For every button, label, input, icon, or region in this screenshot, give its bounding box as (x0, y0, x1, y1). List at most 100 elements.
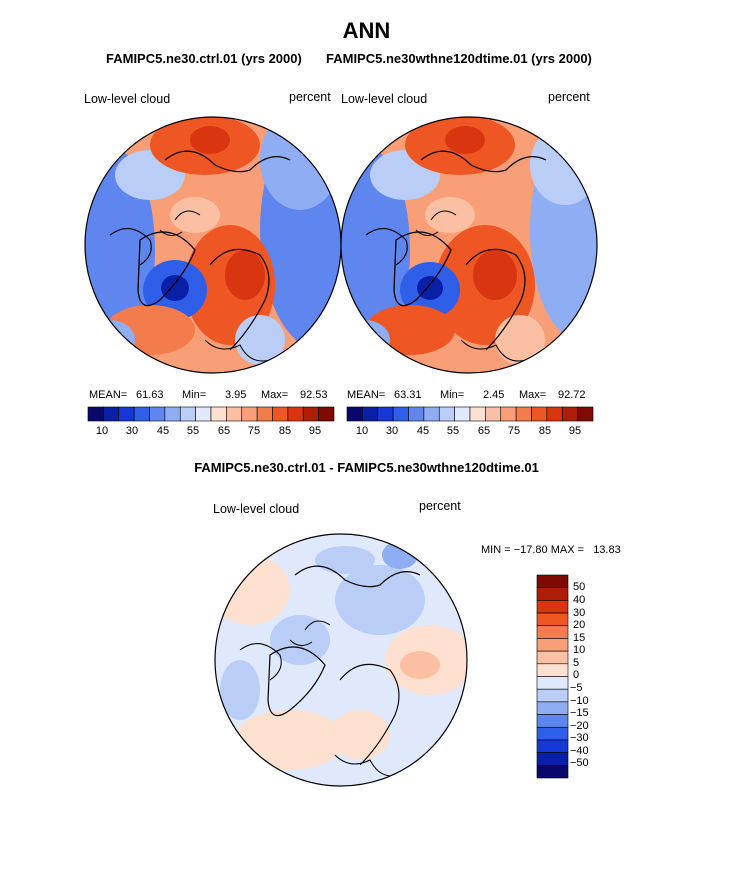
panel1-colorbar-swatch (272, 406, 289, 422)
panel2-colorbar-tick: 45 (416, 425, 430, 437)
panel1-colorbar-swatch (302, 406, 319, 422)
panel1-colorbar-swatch (256, 406, 273, 422)
panel1-mean-label: MEAN= (89, 389, 128, 401)
panel1-units-label: percent (289, 90, 331, 104)
panel2-colorbar-tick: 95 (568, 425, 582, 437)
panel2-min-label: Min= (440, 389, 465, 401)
panel1-map (85, 117, 341, 373)
panel1-colorbar-swatch (149, 406, 166, 422)
panel2-mean-value: 63.31 (394, 389, 422, 401)
panel2-colorbar-swatch (362, 406, 379, 422)
diff-colorbar-swatch (536, 676, 569, 690)
panel1-colorbar-swatch (195, 406, 212, 422)
diff-colorbar-tick: −15 (570, 707, 589, 719)
diff-colorbar (536, 574, 569, 779)
panel2-colorbar (346, 406, 594, 422)
panel1-colorbar-swatch (226, 406, 243, 422)
panel2-colorbar-tick: 10 (355, 425, 369, 437)
panel2-colorbar-swatch (500, 406, 517, 422)
diff-colorbar-tick: 20 (573, 619, 586, 631)
diff-colorbar-tick: 0 (573, 669, 580, 681)
panel2-colorbar-swatch (408, 406, 425, 422)
panel1-colorbar-tick: 10 (95, 425, 109, 437)
diff-title: FAMIPC5.ne30.ctrl.01 - FAMIPC5.ne30wthne… (194, 460, 539, 475)
diff-variable-label: Low-level cloud (213, 502, 300, 516)
diff-colorbar-swatch (536, 688, 569, 703)
panel2-colorbar-tick: 55 (446, 425, 460, 437)
panel1-colorbar (87, 406, 335, 422)
panel2-colorbar-swatch (392, 406, 409, 422)
diff-colorbar-tick: 40 (573, 594, 586, 606)
panel2-colorbar-swatch (454, 406, 471, 422)
panel2-units-label: percent (548, 90, 590, 104)
diff-colorbar-tick: 15 (573, 632, 586, 644)
diff-colorbar-swatch (536, 574, 569, 588)
diff-colorbar-swatch (536, 726, 569, 741)
panel1-min-label: Min= (182, 389, 207, 401)
diff-colorbar-tick: −40 (570, 745, 589, 757)
panel1-colorbar-tick: 75 (247, 425, 261, 437)
diff-colorbar-swatch (536, 765, 569, 779)
panel1-colorbar-swatch (164, 406, 181, 422)
panel1-colorbar-tick: 85 (278, 425, 292, 437)
diff-colorbar-tick: −50 (570, 757, 589, 769)
diff-colorbar-tick: 5 (573, 657, 580, 669)
diff-colorbar-tick: −20 (570, 720, 589, 732)
diff-colorbar-tick: −30 (570, 732, 589, 744)
panel1-colorbar-tick: 30 (125, 425, 139, 437)
panel1-colorbar-swatch (87, 406, 104, 422)
panel2-colorbar-swatch (531, 406, 548, 422)
diff-colorbar-tick: 30 (573, 607, 586, 619)
panel1-colorbar-swatch (241, 406, 258, 422)
panel2-colorbar-tick: 75 (507, 425, 521, 437)
panel2-max-value: 92.72 (558, 389, 586, 401)
panel2-colorbar-tick: 65 (477, 425, 491, 437)
panel2-colorbar-tick: 85 (538, 425, 552, 437)
panel2-colorbar-swatch (423, 406, 440, 422)
panel1-min-value: 3.95 (225, 389, 247, 401)
plot-title: ANN (342, 18, 391, 43)
panel2-colorbar-swatch (377, 406, 394, 422)
diff-colorbar-swatch (536, 600, 569, 614)
diff-minmax: MIN = −17.80 MAX = 13.83 (481, 544, 621, 556)
panel1-case-title: FAMIPC5.ne30.ctrl.01 (yrs 2000) (106, 51, 302, 66)
panel1-max-value: 92.53 (300, 389, 328, 401)
panel1-colorbar-swatch (118, 406, 135, 422)
panel2-variable-label: Low-level cloud (341, 92, 428, 106)
diff-colorbar-swatch (536, 701, 569, 715)
panel2-case-title: FAMIPC5.ne30wthne120dtime.01 (yrs 2000) (326, 51, 592, 66)
panel2-min-value: 2.45 (483, 389, 505, 401)
diff-colorbar-swatch (536, 650, 569, 665)
diff-colorbar-tick: 10 (573, 644, 586, 656)
panel1-colorbar-swatch (318, 406, 335, 422)
panel1-colorbar-swatch (133, 406, 150, 422)
diff-colorbar-swatch (536, 714, 569, 728)
panel1-colorbar-swatch (287, 406, 304, 422)
diff-colorbar-swatch (536, 752, 569, 766)
diff-colorbar-swatch (536, 638, 569, 652)
panel1-max-label: Max= (261, 389, 289, 401)
diff-units-label: percent (419, 499, 461, 513)
panel1-colorbar-swatch (103, 406, 120, 422)
panel2-colorbar-swatch (515, 406, 532, 422)
panel1-colorbar-tick: 95 (308, 425, 322, 437)
panel2-colorbar-swatch (577, 406, 594, 422)
panel1-mean-value: 61.63 (136, 389, 164, 401)
panel2-mean-label: MEAN= (347, 389, 386, 401)
panel2-colorbar-swatch (546, 406, 563, 422)
diff-colorbar-swatch (536, 625, 569, 639)
diff-colorbar-tick: −10 (570, 695, 589, 707)
panel1-colorbar-tick: 45 (156, 425, 170, 437)
panel1-colorbar-swatch (210, 406, 227, 422)
panel1-variable-label: Low-level cloud (84, 92, 171, 106)
panel2-colorbar-swatch (438, 406, 455, 422)
diff-colorbar-tick: −5 (570, 682, 583, 694)
panel2-max-label: Max= (519, 389, 547, 401)
panel2-colorbar-swatch (561, 406, 578, 422)
diff-colorbar-swatch (536, 587, 569, 601)
panel2-map (341, 117, 597, 373)
panel2-colorbar-swatch (346, 406, 363, 422)
diff-colorbar-tick: 50 (573, 581, 586, 593)
panel2-colorbar-swatch (469, 406, 486, 422)
